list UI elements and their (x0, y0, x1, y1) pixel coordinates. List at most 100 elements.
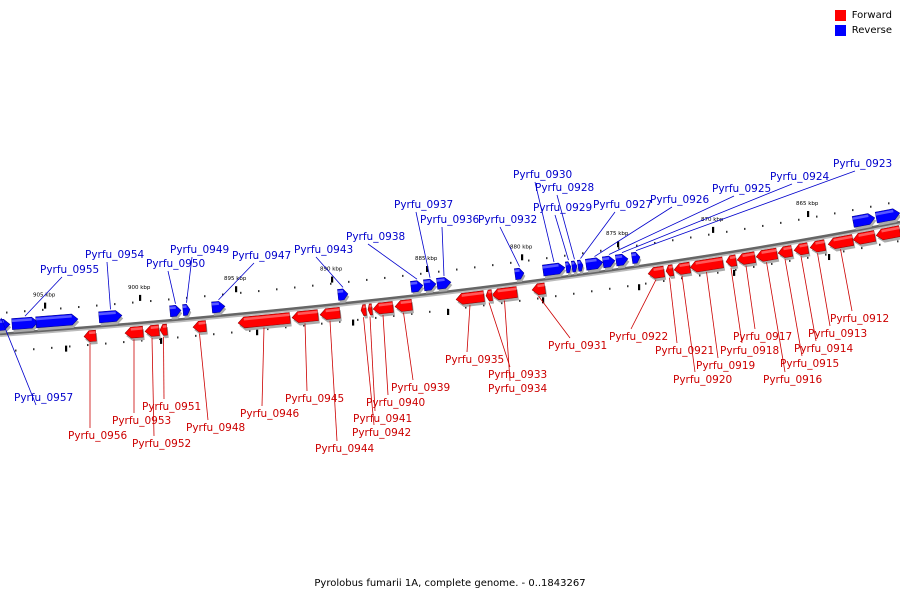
leader-line-pyrfu_0936 (441, 226, 445, 277)
arrow-body (576, 259, 584, 272)
arrow-body (436, 277, 452, 290)
leader-line-pyrfu_0916 (766, 262, 786, 373)
tick-major-bottom (638, 284, 641, 291)
tick-minor-top (438, 270, 440, 273)
gene-arrow-unlabeled (874, 208, 900, 226)
gene-arrow-pyrfu_0924 (614, 253, 630, 269)
tick-minor-top (816, 215, 818, 218)
tick-major-top (807, 211, 810, 218)
gene-label-pyrfu_0943: Pyrfu_0943 (294, 244, 353, 256)
gene-arrow-pyrfu_0946 (237, 312, 292, 331)
arrow-body (736, 251, 757, 265)
tick-minor-top (168, 298, 170, 301)
arrow-body (367, 303, 373, 316)
gene-arrow-pyrfu_0923 (630, 251, 642, 267)
gene-arrow-unlabeled (875, 225, 900, 243)
arrow-body (360, 304, 367, 316)
gene-label-pyrfu_0956: Pyrfu_0956 (68, 430, 128, 442)
leader-line-pyrfu_0942 (363, 317, 375, 426)
tick-minor-bottom (537, 297, 539, 300)
gene-arrow-pyrfu_0938 (410, 280, 425, 296)
arrow-highlight (514, 269, 520, 273)
tick-minor-bottom (267, 328, 269, 331)
tick-minor-bottom (843, 250, 845, 253)
tick-major-bottom (160, 337, 163, 344)
arrow-highlight (150, 325, 159, 329)
tick-minor-top (870, 205, 872, 208)
tick-minor-top (384, 276, 386, 279)
arrow-body (319, 306, 341, 320)
leader-line-pyrfu_0931 (538, 295, 571, 339)
tick-minor-top (114, 303, 116, 306)
scale-label: 900 kbp (128, 285, 151, 291)
tick-minor-bottom (51, 346, 53, 349)
tick-minor-top (204, 295, 206, 298)
scale-label: 880 kbp (510, 244, 533, 250)
gene-label-pyrfu_0950: Pyrfu_0950 (146, 258, 205, 270)
tick-minor-top (348, 280, 350, 283)
arrow-highlight (488, 290, 492, 294)
arrow-highlight (130, 327, 143, 331)
tick-major-top (617, 241, 620, 248)
tick-minor-top (420, 272, 422, 275)
tick-minor-bottom (303, 324, 305, 327)
gene-arrow-pyrfu_0942 (360, 304, 368, 319)
leader-line-pyrfu_0919 (706, 271, 719, 359)
arrow-highlight (11, 318, 32, 323)
gene-arrow-pyrfu_0936 (436, 277, 453, 293)
gene-label-pyrfu_0913: Pyrfu_0913 (808, 328, 867, 340)
leader-line-pyrfu_0947 (218, 262, 255, 301)
gene-label-pyrfu_0944: Pyrfu_0944 (315, 443, 375, 455)
scale-label: 890 kbp (320, 267, 343, 273)
tick-major-top (44, 302, 47, 309)
tick-minor-top (888, 202, 890, 205)
tick-minor-bottom (789, 259, 791, 262)
tick-minor-bottom (105, 342, 107, 345)
leader-line-pyrfu_0924 (621, 183, 793, 254)
tick-minor-bottom (87, 344, 89, 347)
tick-minor-bottom (735, 268, 737, 271)
tick-minor-top (366, 278, 368, 281)
gene-arrow-pyrfu_0953 (124, 325, 145, 342)
tick-minor-bottom (33, 348, 35, 351)
tick-minor-top (42, 308, 44, 311)
tick-minor-bottom (483, 304, 485, 307)
gene-arrow-pyrfu_0956 (83, 329, 98, 345)
tick-minor-top (726, 230, 728, 233)
legend-forward-label: Forward (851, 10, 892, 21)
leader-line-pyrfu_0930 (534, 181, 555, 263)
arrow-highlight (783, 246, 792, 251)
arrow-highlight (400, 300, 412, 305)
gene-arrow-pyrfu_0922 (647, 265, 667, 282)
legend-reverse-label: Reverse (851, 25, 892, 36)
arrow-highlight (378, 302, 393, 307)
arrow-highlight (729, 255, 736, 260)
tick-minor-top (474, 266, 476, 269)
arrow-highlight (875, 209, 894, 216)
tick-minor-top (672, 239, 674, 242)
tick-minor-bottom (609, 287, 611, 290)
tick-minor-top (222, 293, 224, 296)
tick-minor-bottom (519, 299, 521, 302)
arrow-body (211, 301, 226, 314)
gene-label-pyrfu_0923: Pyrfu_0923 (833, 158, 892, 170)
tick-minor-top (510, 261, 512, 264)
gene-label-pyrfu_0946: Pyrfu_0946 (240, 408, 300, 420)
tick-minor-top (546, 257, 548, 260)
gene-arrow-pyrfu_0957 (0, 318, 12, 334)
arrow-body (410, 280, 424, 293)
tick-minor-bottom (411, 312, 413, 315)
arrow-body (514, 267, 525, 280)
leader-line-pyrfu_0946 (261, 327, 265, 407)
tick-minor-top (96, 304, 98, 307)
leader-line-pyrfu_0932 (499, 226, 520, 267)
arrow-body (570, 260, 578, 273)
gene-label-pyrfu_0947: Pyrfu_0947 (232, 250, 291, 262)
leader-line-pyrfu_0912 (840, 249, 853, 312)
arrow-highlight (761, 248, 777, 254)
arrow-body (337, 288, 349, 301)
leader-line-pyrfu_0935 (466, 304, 471, 353)
gene-label-pyrfu_0940: Pyrfu_0940 (366, 397, 425, 409)
tick-minor-bottom (213, 333, 215, 336)
